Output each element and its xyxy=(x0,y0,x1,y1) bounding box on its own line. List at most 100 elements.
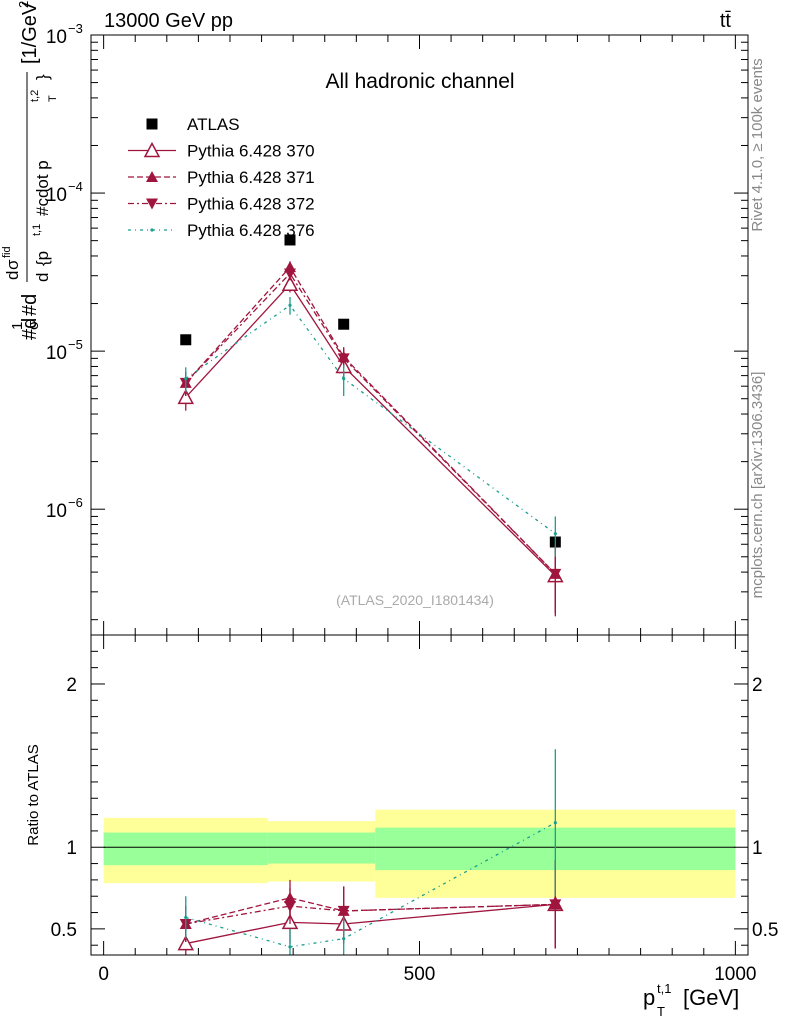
data-point xyxy=(284,234,296,246)
data-point xyxy=(553,532,557,536)
legend-marker xyxy=(146,171,158,182)
series-pythia-6-428-370 xyxy=(177,275,564,617)
series-line xyxy=(185,283,556,577)
legend-entry: Pythia 6.428 370 xyxy=(128,142,315,161)
ratio-data-point xyxy=(283,901,296,913)
series-line xyxy=(185,272,556,575)
ratio-y-tick-labels: 0.5 0.5 1 1 2 2 xyxy=(51,675,779,941)
y-tick-exponent: −4 xyxy=(68,179,83,194)
data-point xyxy=(177,388,195,405)
legend-label: ATLAS xyxy=(187,115,240,134)
inner-band xyxy=(267,832,376,864)
data-point xyxy=(338,318,350,330)
series-line xyxy=(185,304,556,535)
ylabel-hashd: #d xyxy=(19,294,41,316)
ylabel-unit: [1/GeV xyxy=(19,1,41,64)
ratio-data-point xyxy=(337,905,350,917)
legend-label: Pythia 6.428 370 xyxy=(187,142,315,161)
y-tick-exponent: −6 xyxy=(68,495,83,510)
data-point xyxy=(342,377,346,381)
x-tick-label: 0 xyxy=(98,964,109,985)
series-pythia-6-428-371 xyxy=(179,261,562,614)
legend-entry: Pythia 6.428 376 xyxy=(128,221,315,240)
inner-band xyxy=(103,832,268,866)
x-tick-label: 500 xyxy=(404,964,436,985)
legend-marker xyxy=(143,141,161,158)
ratio-series-line xyxy=(185,822,556,948)
main-axis-ticks xyxy=(91,34,748,635)
main-data-layer xyxy=(177,234,564,617)
main-y-tick-label: 10 −6 xyxy=(46,495,83,522)
ratio-y-tick-label-right: 2 xyxy=(752,675,763,696)
ylabel-unit-sup: 2 xyxy=(16,1,31,8)
x-tick-label: 1000 xyxy=(714,964,756,985)
ratio-plot-panel: 0.5 0.5 1 1 2 2 0 500 1000 xyxy=(51,634,779,985)
ylabel-one: 1 xyxy=(9,322,26,330)
series-line xyxy=(185,266,556,575)
ratio-series-line xyxy=(185,903,556,945)
legend: ATLAS Pythia 6.428 370 Pythia 6.428 371 Pyt… xyxy=(128,115,315,240)
legend-marker xyxy=(150,228,154,232)
ylabel-t1: t,1 xyxy=(31,224,43,236)
series-pythia-6-428-372 xyxy=(179,267,562,614)
ylabel-T: T xyxy=(47,95,59,102)
main-plot-panel: 10−310−410−510−6 All hadronic channel (A… xyxy=(46,21,749,636)
svg-text:#d: #d xyxy=(19,318,41,340)
legend-entry: ATLAS xyxy=(146,115,240,134)
legend-label: Pythia 6.428 371 xyxy=(187,168,315,187)
ratio-y-tick-label-right: 0.5 xyxy=(752,920,778,941)
y-tick-exponent: −3 xyxy=(68,21,83,36)
ratio-series-line xyxy=(185,903,556,925)
main-y-tick-labels: 10−310−410−510−6 xyxy=(46,21,83,522)
data-point xyxy=(288,303,292,307)
x-tick-labels: 0 500 1000 xyxy=(98,964,756,985)
data-point xyxy=(337,353,350,365)
ratio-data-point xyxy=(553,821,557,825)
data-point xyxy=(281,275,299,291)
process-label: tt̄ xyxy=(720,10,732,32)
y-tick-base: 10 xyxy=(46,343,67,364)
main-y-tick-label: 10 −4 xyxy=(46,179,83,206)
y-tick-base: 10 xyxy=(46,27,67,48)
mcplots-label: mcplots.cern.ch [arXiv:1306.3436] xyxy=(749,372,766,599)
ylabel-d: #d xyxy=(19,318,41,340)
ratio-y-axis-label: Ratio to ATLAS xyxy=(25,744,42,845)
ratio-data-layer xyxy=(177,749,564,955)
data-point xyxy=(549,568,562,580)
xlabel-unit: [GeV] xyxy=(683,985,739,1010)
y-tick-exponent: −5 xyxy=(68,337,83,352)
ylabel-fid: fid xyxy=(1,246,13,258)
ratio-series-line xyxy=(185,897,556,925)
legend-marker xyxy=(146,198,158,210)
chart-title: All hadronic channel xyxy=(325,70,514,93)
data-point xyxy=(184,377,188,381)
energy-label: 13000 GeV pp xyxy=(104,10,233,32)
ylabel-cdot: #cdot p xyxy=(33,160,52,216)
ylabel-sigma: σ xyxy=(25,320,42,330)
y-tick-base: 10 xyxy=(46,501,67,522)
xlabel-sup: t,1 xyxy=(657,981,671,996)
xlabel-sub: T xyxy=(657,1004,665,1019)
ratio-axis-ticks xyxy=(91,635,748,955)
main-y-tick-label: 10 −5 xyxy=(46,337,83,364)
main-y-tick-label: 10 −3 xyxy=(46,21,83,48)
ratio-data-point xyxy=(549,899,562,911)
series-atlas xyxy=(180,234,561,548)
ratio-y-tick-label-left: 1 xyxy=(66,838,77,859)
analysis-watermark: (ATLAS_2020_I1801434) xyxy=(336,592,494,608)
data-point xyxy=(283,268,296,280)
ratio-y-tick-label-left: 0.5 xyxy=(51,920,77,941)
ratio-data-point xyxy=(177,934,195,951)
legend-label: Pythia 6.428 372 xyxy=(187,195,315,214)
series-pythia-6-428-376 xyxy=(184,297,557,557)
ylabel-d2: d xyxy=(33,273,52,282)
ylabel-brace: {p xyxy=(33,251,52,266)
legend-label: Pythia 6.428 376 xyxy=(187,221,315,240)
ratio-frame xyxy=(90,634,749,956)
ratio-data-point xyxy=(288,945,292,949)
ratio-data-point xyxy=(342,937,346,941)
ratio-y-tick-label-right: 1 xyxy=(752,838,763,859)
x-axis-label: p t,1 T [GeV] xyxy=(643,981,739,1019)
ratio-uncertainty-bands xyxy=(103,809,736,898)
